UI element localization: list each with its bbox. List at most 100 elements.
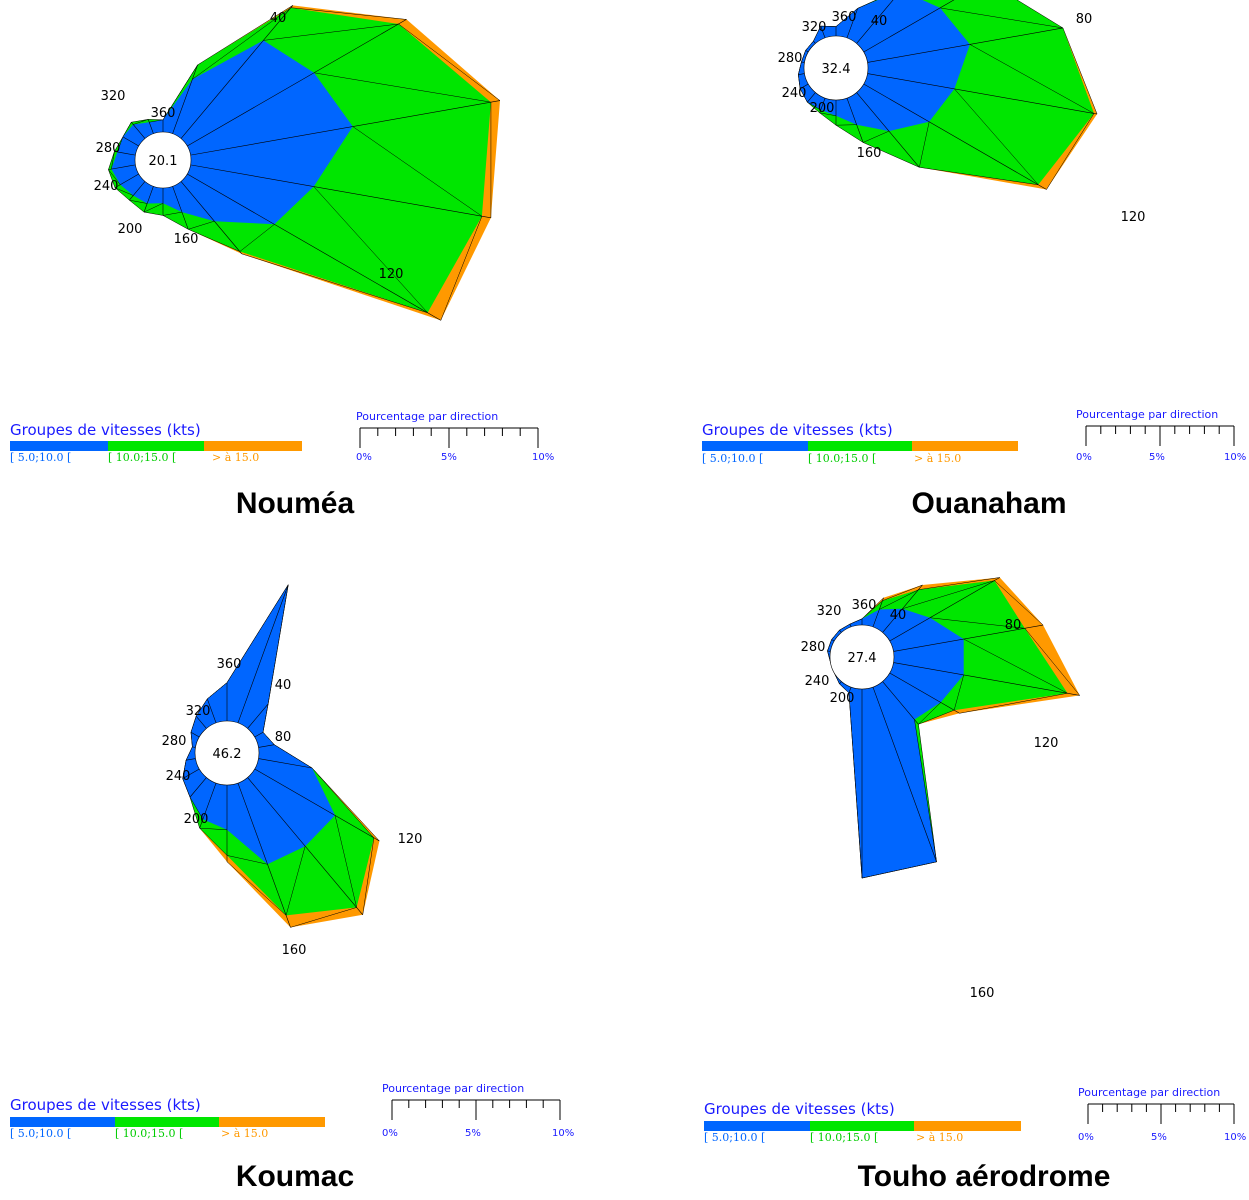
layer-edge	[185, 746, 193, 761]
layer-edge	[849, 618, 863, 625]
layer-edge	[835, 8, 858, 27]
direction-spoke-280	[114, 151, 136, 156]
layer-edge	[195, 698, 208, 717]
layer-edge	[839, 683, 850, 694]
wind-rose-koumac: 46.2 40 80 120 160 200 240 280 320 360	[162, 584, 422, 958]
layer-edge	[848, 692, 863, 879]
direction-label-280: 280	[162, 734, 187, 749]
layer-edge	[919, 121, 930, 168]
layer-edge	[131, 119, 149, 123]
layer-edge	[207, 682, 228, 700]
direction-spoke-160	[872, 686, 937, 862]
direction-spoke-200	[143, 186, 154, 213]
direction-label-160: 160	[174, 232, 199, 247]
direction-label-240: 240	[94, 179, 119, 194]
layer-edge	[311, 767, 375, 838]
layer-edge	[143, 203, 164, 213]
layer-edge	[918, 577, 1000, 590]
layer-edge	[108, 151, 115, 170]
direction-spoke-140	[856, 92, 920, 168]
direction-label-160: 160	[857, 146, 882, 161]
percent-scale-ruler	[359, 427, 539, 448]
direction-spoke-160	[846, 97, 864, 143]
direction-spoke-160	[237, 782, 291, 928]
layer-edge	[290, 7, 407, 20]
layer-edge	[197, 5, 293, 66]
direction-label-40: 40	[871, 14, 888, 29]
layer-edge	[440, 216, 483, 321]
wind-rose-noumea: 20.1 40 120 160 200 240 280 320 360	[94, 5, 501, 321]
legend-swatch-mid	[108, 441, 204, 451]
legend-swatch-low	[10, 1117, 115, 1127]
layer-edge	[994, 580, 1044, 626]
layer-edge	[143, 211, 164, 216]
layer-edge	[263, 23, 399, 41]
layer-edge	[114, 187, 130, 201]
layer-edge	[959, 692, 1068, 714]
direction-label-320: 320	[186, 704, 211, 719]
direction-spoke-320	[195, 716, 207, 729]
layer-edge	[129, 199, 148, 204]
direction-label-80: 80	[275, 730, 292, 745]
direction-spoke-160	[172, 186, 189, 230]
layer-edge	[117, 136, 124, 153]
direction-spoke-260	[108, 164, 136, 170]
layer-edge	[805, 40, 814, 51]
calm-circle	[194, 720, 260, 786]
direction-label-40: 40	[890, 608, 907, 623]
direction-spoke-100	[190, 164, 491, 219]
layer-edge	[902, 580, 995, 609]
legend-title: Groupes de vitesses (kts)	[704, 1100, 895, 1118]
direction-spoke-120	[889, 672, 960, 714]
layer-edge	[182, 760, 187, 779]
layer-edge	[819, 112, 837, 116]
layer-edge	[807, 101, 820, 114]
percent-scale-ruler	[391, 1099, 561, 1120]
legend-title: Groupes de vitesses (kts)	[702, 421, 893, 439]
layer-edge	[919, 167, 1039, 186]
layer-edge	[162, 211, 183, 216]
layer-edge	[334, 815, 357, 908]
legend-swatch-mid	[808, 441, 912, 451]
layer-edge	[189, 796, 204, 820]
station-title: Nouméa	[235, 487, 355, 520]
legend-label-mid: [ 10.0;15.0 [	[810, 1131, 879, 1144]
direction-spoke-340	[207, 698, 217, 724]
legend-label-low: [ 5.0;10.0 [	[702, 452, 764, 465]
layer-edge	[879, 589, 919, 610]
legend-swatch-high	[204, 441, 302, 451]
legend-title: Groupes de vitesses (kts)	[10, 421, 201, 439]
calm-percent-label: 46.2	[213, 747, 242, 762]
layer-edge	[861, 597, 884, 619]
layer-edge	[798, 74, 801, 89]
scale-label-5: 5%	[1149, 452, 1165, 463]
layer-edge	[953, 674, 964, 711]
direction-spoke-300	[122, 136, 139, 147]
layer-edge	[188, 220, 215, 230]
legend-label-low: [ 5.0;10.0 [	[704, 1131, 766, 1144]
direction-spoke-60	[254, 731, 264, 738]
direction-label-80: 80	[1076, 12, 1093, 27]
layer-edge	[199, 827, 228, 831]
direction-label-120: 120	[379, 267, 404, 282]
station-title: Touho aérodrome	[857, 1160, 1111, 1193]
direction-label-200: 200	[184, 812, 209, 827]
layer-edge	[114, 136, 124, 152]
layer-edge	[241, 253, 428, 314]
layer-edge	[813, 25, 821, 42]
direction-spoke-40	[247, 703, 269, 729]
direction-spoke-20	[237, 584, 289, 724]
direction-spoke-60	[863, 0, 955, 53]
legend-label-mid: [ 10.0;15.0 [	[808, 452, 877, 465]
direction-spoke-300	[831, 639, 835, 642]
direction-spoke-100	[258, 758, 313, 769]
layer-edge	[798, 61, 802, 75]
layer-edge	[954, 88, 1039, 185]
layer-edge	[133, 119, 149, 125]
scale-title: Pourcentage par direction	[382, 1082, 525, 1095]
direction-spoke-80	[893, 624, 1044, 652]
legend-label-low: [ 5.0;10.0 [	[10, 451, 72, 464]
layer-edge	[835, 124, 864, 143]
